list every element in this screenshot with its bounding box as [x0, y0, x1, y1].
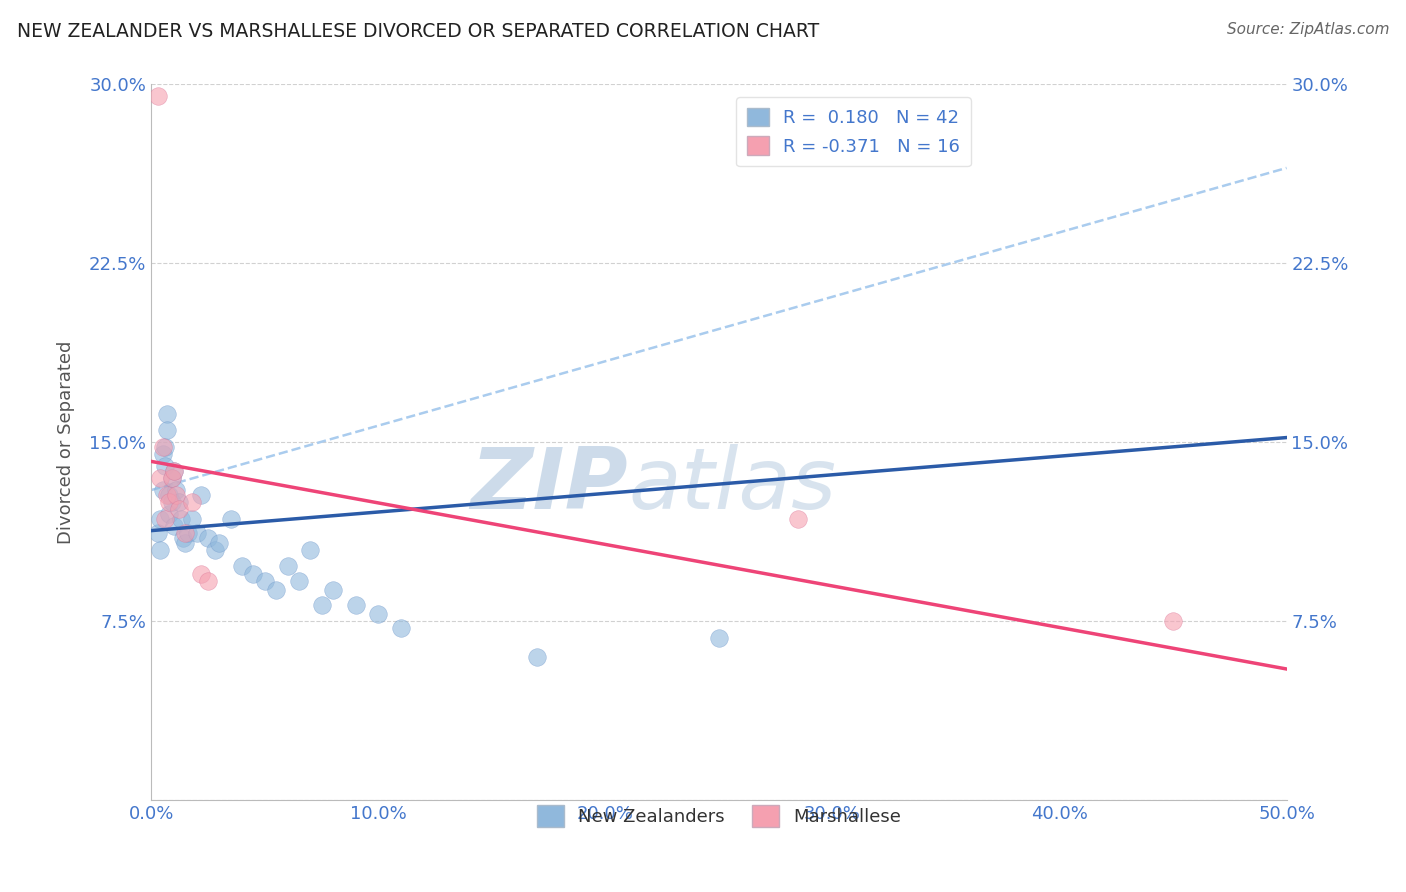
Text: NEW ZEALANDER VS MARSHALLESE DIVORCED OR SEPARATED CORRELATION CHART: NEW ZEALANDER VS MARSHALLESE DIVORCED OR… — [17, 22, 820, 41]
Point — [149, 511, 172, 525]
Point — [277, 559, 299, 574]
Point — [197, 574, 219, 588]
Point — [231, 559, 253, 574]
Point — [167, 495, 190, 509]
Point — [299, 542, 322, 557]
Legend: New Zealanders, Marshallese: New Zealanders, Marshallese — [530, 797, 908, 834]
Point — [219, 511, 242, 525]
Text: Source: ZipAtlas.com: Source: ZipAtlas.com — [1226, 22, 1389, 37]
Point — [159, 495, 181, 509]
Point — [204, 542, 226, 557]
Point — [197, 531, 219, 545]
Point — [707, 631, 730, 645]
Point — [176, 526, 198, 541]
Point — [152, 483, 174, 497]
Point — [170, 511, 193, 525]
Point — [165, 488, 187, 502]
Point — [242, 566, 264, 581]
Point — [288, 574, 311, 588]
Point — [160, 495, 183, 509]
Point — [190, 566, 212, 581]
Point — [174, 526, 197, 541]
Point — [208, 535, 231, 549]
Point — [181, 495, 204, 509]
Point — [264, 583, 287, 598]
Point — [153, 459, 176, 474]
Point — [322, 583, 344, 598]
Point — [159, 507, 181, 521]
Point — [174, 535, 197, 549]
Point — [163, 464, 186, 478]
Point — [146, 526, 169, 541]
Point — [160, 471, 183, 485]
Y-axis label: Divorced or Separated: Divorced or Separated — [58, 341, 75, 544]
Point — [186, 526, 208, 541]
Point — [311, 598, 333, 612]
Text: atlas: atlas — [628, 444, 837, 527]
Point — [167, 502, 190, 516]
Point — [149, 542, 172, 557]
Point — [367, 607, 389, 621]
Point — [389, 622, 412, 636]
Point — [156, 424, 179, 438]
Point — [163, 464, 186, 478]
Point — [1161, 614, 1184, 628]
Point — [156, 407, 179, 421]
Point — [181, 511, 204, 525]
Text: ZIP: ZIP — [471, 444, 628, 527]
Point — [152, 440, 174, 454]
Point — [160, 471, 183, 485]
Point — [159, 488, 181, 502]
Point — [156, 488, 179, 502]
Point — [146, 89, 169, 103]
Point — [153, 440, 176, 454]
Point — [152, 447, 174, 461]
Point — [190, 488, 212, 502]
Point — [344, 598, 367, 612]
Point — [253, 574, 276, 588]
Point — [153, 511, 176, 525]
Point — [526, 650, 548, 665]
Point — [172, 531, 194, 545]
Point — [165, 483, 187, 497]
Point — [149, 471, 172, 485]
Point — [787, 511, 810, 525]
Point — [163, 519, 186, 533]
